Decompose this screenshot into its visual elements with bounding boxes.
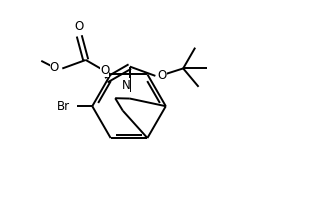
Text: O: O [50,61,59,74]
Text: O: O [75,20,84,33]
Text: O: O [157,69,166,82]
Text: O: O [100,64,109,77]
Text: Br: Br [57,100,70,113]
Text: N: N [122,78,130,91]
